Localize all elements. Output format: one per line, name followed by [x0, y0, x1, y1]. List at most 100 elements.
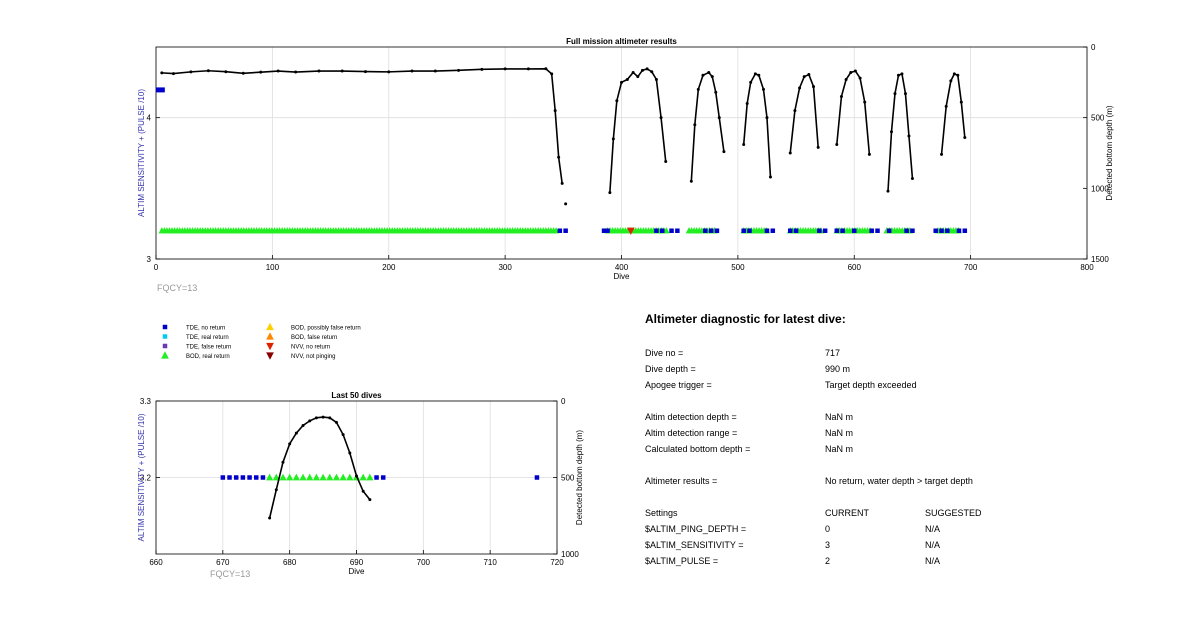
legend-label: TDE, no return — [186, 326, 225, 332]
x-tick-label: 700 — [964, 263, 978, 272]
bottom-depth-point — [693, 123, 697, 127]
x-tick-label: 300 — [498, 263, 512, 272]
bod-real-return-marker — [346, 473, 354, 481]
legend-marker-triangle-up — [161, 351, 169, 359]
tde-no-return-marker — [227, 475, 232, 480]
tde-no-return-marker — [956, 228, 962, 233]
bottom-depth-point — [940, 152, 944, 156]
bottom-depth-point — [308, 419, 312, 423]
bottom-depth-point — [742, 143, 746, 147]
legend-label: BOD, real return — [186, 354, 230, 360]
tde-no-return-marker — [260, 475, 266, 480]
diag-value: 717 — [825, 348, 841, 358]
x-axis-label: Dive — [613, 272, 630, 281]
bottom-depth-point — [765, 116, 769, 120]
tde-no-return-marker — [840, 228, 845, 233]
bottom-depth-point — [387, 70, 391, 74]
setting-name: $ALTIM_PULSE = — [645, 556, 719, 566]
bottom-depth-point — [526, 67, 530, 71]
bottom-depth-point — [768, 175, 772, 179]
last-50-dives-chart: 660 670 680 690 700 710 720 3.2 3.3 0 500 1000 Last … — [137, 391, 584, 579]
bod-real-return-marker — [319, 473, 327, 481]
bod-real-return-marker — [359, 473, 367, 481]
x-tick-label: 200 — [382, 263, 396, 272]
bottom-depth-point — [334, 420, 338, 424]
setting-current: 2 — [825, 556, 831, 566]
setting-suggested: N/A — [925, 540, 941, 550]
diag-row-detection-depth: Altim detection depth = NaN m — [645, 412, 1165, 424]
bottom-depth-point — [689, 179, 693, 183]
y-tick-label: 3.2 — [140, 474, 152, 483]
tde-no-return-marker — [374, 475, 379, 480]
tde-no-return-marker — [669, 228, 674, 233]
bottom-depth-point — [553, 109, 557, 113]
tde-no-return-marker — [534, 475, 540, 480]
bod-real-return-marker — [332, 473, 341, 481]
bod-real-return-marker — [286, 473, 294, 481]
bottom-depth-point — [410, 69, 414, 73]
tde-no-return-marker — [557, 228, 563, 233]
legend-label: NVV, not pinging — [291, 354, 335, 360]
diag-label: Altim detection range = — [645, 428, 738, 438]
tde-no-return-marker — [933, 228, 938, 233]
y-right-tick-label: 500 — [561, 474, 575, 483]
tde-no-return-marker — [822, 228, 828, 233]
fqcy-annotation: FQCY=13 — [157, 283, 197, 293]
bod-real-return-marker — [663, 227, 670, 234]
tde-no-return-marker — [869, 228, 874, 233]
bottom-depth-point — [835, 143, 839, 147]
bottom-depth-point — [793, 109, 797, 113]
diag-label: Altimeter results = — [645, 476, 718, 486]
legend: TDE, no return TDE, real return TDE, false… — [161, 322, 361, 360]
bottom-depth-point — [544, 67, 548, 71]
bottom-depth-point — [889, 130, 893, 134]
bottom-depth-point — [696, 87, 700, 91]
bottom-depth-point — [722, 150, 726, 154]
bod-real-return-marker — [326, 473, 334, 481]
x-tick-label: 400 — [615, 263, 629, 272]
x-tick-label: 500 — [731, 263, 745, 272]
bottom-depth-point — [241, 71, 245, 75]
bottom-depth-line — [268, 416, 371, 519]
bottom-depth-point — [276, 69, 280, 73]
bottom-depth-line — [742, 72, 772, 178]
bottom-depth-point — [625, 78, 629, 82]
legend-marker-square — [162, 334, 168, 339]
setting-current: 0 — [825, 524, 831, 534]
legend-marker-square — [162, 324, 168, 330]
y-axis-label: ALTIM SENSITIVITY + (PULSE /10) — [137, 89, 146, 217]
bottom-depth-point — [853, 69, 857, 73]
y-right-axis-label: Detected bottom depth (m) — [575, 430, 584, 525]
bod-real-return-marker — [299, 473, 307, 481]
bottom-depth-point — [886, 189, 890, 193]
tde-no-return-marker — [380, 475, 386, 480]
bottom-depth-point — [564, 202, 568, 206]
setting-name: $ALTIM_PING_DEPTH = — [645, 524, 747, 534]
bottom-depth-point — [867, 152, 871, 156]
bod-real-return-marker — [266, 473, 274, 481]
bottom-depth-point — [959, 100, 963, 104]
tde-no-return-marker — [605, 228, 610, 233]
tde-no-return-marker — [240, 475, 246, 480]
x-tick-label: 660 — [149, 558, 163, 567]
bottom-depth-point — [557, 155, 561, 159]
tde-no-return-marker — [220, 475, 226, 480]
bottom-depth-point — [844, 78, 848, 82]
y-right-tick-label: 1500 — [1091, 255, 1109, 264]
bottom-depth-point — [314, 416, 318, 420]
bottom-depth-point — [701, 73, 705, 77]
tde-no-return-marker — [675, 228, 680, 233]
diag-value: NaN m — [825, 444, 854, 454]
bottom-depth-point — [368, 498, 372, 502]
bottom-depth-point — [160, 71, 164, 75]
bod-real-return-marker — [292, 473, 300, 481]
settings-current-header: CURRENT — [825, 508, 869, 518]
tde-no-return-marker — [747, 228, 752, 233]
bottom-depth-point — [480, 67, 484, 71]
tde-no-return-marker — [714, 228, 720, 233]
tde-no-return-marker — [247, 475, 252, 480]
bod-real-return-marker — [339, 473, 347, 481]
legend-label: BOD, false return — [291, 335, 337, 341]
bottom-depth-point — [550, 72, 554, 76]
